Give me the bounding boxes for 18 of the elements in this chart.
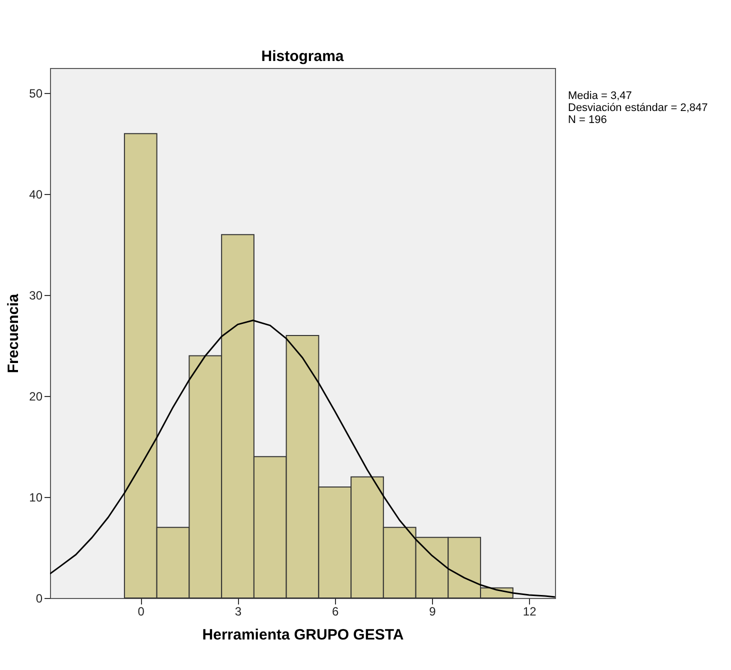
x-tick-label: 12 <box>522 604 537 618</box>
chart-title: Histograma <box>261 48 344 65</box>
x-axis-title: Herramienta GRUPO GESTA <box>202 626 404 644</box>
text: N = 196 <box>568 114 608 126</box>
y-tick-label: 30 <box>29 288 43 303</box>
y-tick-label: 40 <box>29 188 43 202</box>
y-tick-label: 20 <box>29 390 43 404</box>
y-tick-label: 50 <box>29 86 43 101</box>
y-tick-label: 10 <box>29 490 43 505</box>
text: Media = 3,47 <box>568 90 633 102</box>
line-series <box>50 320 555 598</box>
x-tick-label: 6 <box>332 604 340 618</box>
x-tick-label: 9 <box>429 604 436 618</box>
x-tick-label: 3 <box>234 604 242 618</box>
y-tick-label: 0 <box>36 592 43 606</box>
x-tick-label: 0 <box>138 604 145 618</box>
text: Desviación estándar = 2,847 <box>568 102 708 114</box>
y-axis-title: Frecuencia <box>5 293 22 374</box>
